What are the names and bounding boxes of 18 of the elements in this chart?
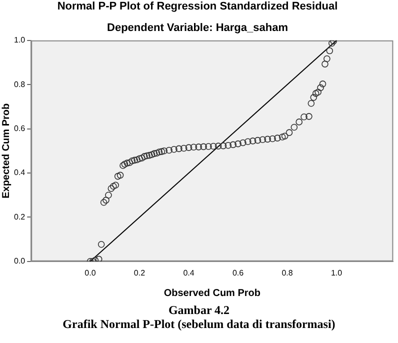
text: Gambar 4.2 xyxy=(167,303,231,317)
x-tick-label: 1.0 xyxy=(330,268,343,278)
chart-title: Normal P-P Plot of Regression Standardized Residual xyxy=(57,0,338,13)
chart-subtitle: Dependent Variable: Harga_saham xyxy=(107,22,288,34)
y-tick-label: 1.0 xyxy=(14,36,26,45)
text: Grafik Normal P-Plot (sebelum data di transformasi) xyxy=(62,317,336,331)
y-axis-title: Expected Cum Prob xyxy=(0,103,12,198)
x-tick-label: 0.2 xyxy=(134,268,146,278)
x-tick-label: 0.0 xyxy=(84,268,96,278)
y-tick-label: 0.6 xyxy=(14,124,26,134)
x-tick-label: 0.8 xyxy=(282,268,294,278)
x-axis-title: Observed Cum Prob xyxy=(164,288,261,299)
x-tick-label: 0.4 xyxy=(183,268,195,278)
y-tick-label: 0.2 xyxy=(14,212,26,222)
y-tick-label: 0.4 xyxy=(14,168,26,178)
y-tick-label: 0.0 xyxy=(14,256,26,266)
x-tick-label: 0.6 xyxy=(232,268,244,278)
y-tick-label: 0.8 xyxy=(14,80,26,89)
